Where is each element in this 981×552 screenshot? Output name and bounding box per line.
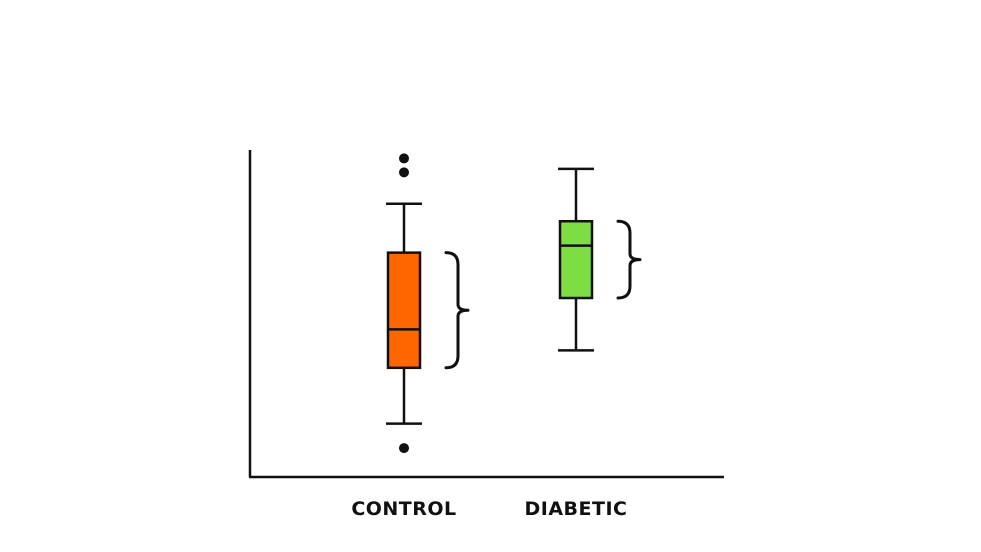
category-label-control: CONTROL	[351, 498, 456, 520]
iqr-bracket-diabetic	[616, 219, 642, 300]
category-label-diabetic: DIABETIC	[525, 498, 628, 520]
box-control	[386, 251, 422, 370]
box-diabetic	[558, 219, 594, 300]
outlier-control-0	[399, 443, 409, 454]
iqr-bracket-control	[444, 251, 470, 370]
outlier-control-2	[399, 153, 409, 164]
plot-area	[386, 153, 642, 454]
outlier-control-1	[399, 167, 409, 178]
